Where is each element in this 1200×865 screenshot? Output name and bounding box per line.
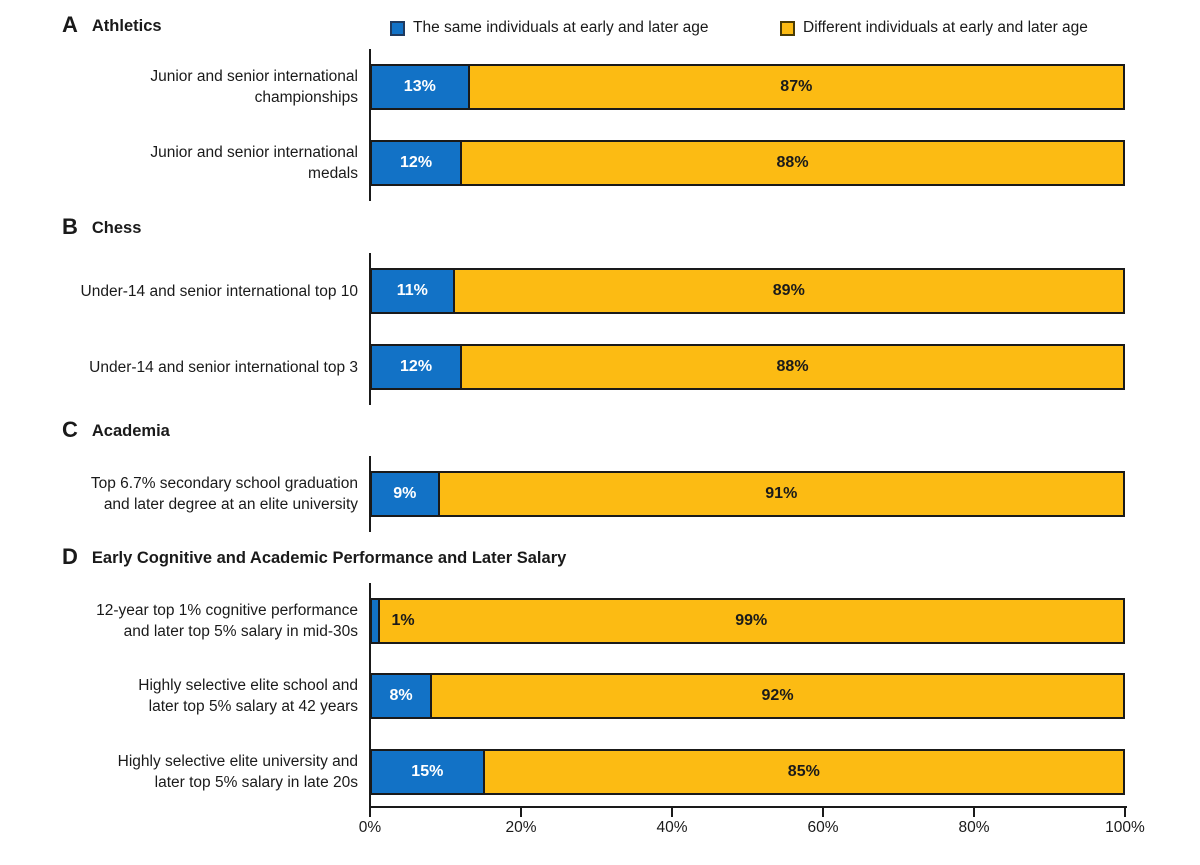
x-axis-tick — [369, 806, 371, 817]
x-axis-tick-label: 0% — [358, 819, 382, 836]
panel-title: Early Cognitive and Academic Performance… — [91, 549, 567, 567]
same-value-label: 9% — [393, 485, 417, 502]
different-value-label: 88% — [776, 358, 809, 375]
legend-swatch-same-icon — [390, 20, 405, 36]
different-segment: 88% — [462, 142, 1123, 184]
stacked-bar: 8% 92% — [370, 673, 1125, 719]
same-value-label: 1% — [391, 612, 415, 629]
different-segment: 85% — [484, 751, 1123, 793]
legend-item-same: The same individuals at early and later … — [390, 19, 709, 37]
different-value-label: 89% — [772, 282, 805, 299]
different-value-label: 92% — [761, 687, 794, 704]
different-value-label: 91% — [765, 485, 798, 502]
different-segment: 91% — [439, 473, 1123, 515]
same-value-label: 13% — [403, 78, 436, 95]
row-label: Junior and senior international medals — [150, 144, 358, 182]
section-header-chess: B Chess — [62, 214, 141, 240]
panel-letter: C — [62, 417, 78, 442]
same-segment: 12% — [372, 142, 463, 184]
stacked-bar: 13% 87% — [370, 64, 1125, 110]
section-header-athletics: A Athletics — [62, 12, 162, 38]
section-header-academia: C Academia — [62, 417, 170, 443]
same-segment: 11% — [372, 270, 455, 312]
row-label: Top 6.7% secondary school graduation and… — [90, 475, 358, 513]
x-axis-tick — [520, 806, 522, 817]
same-segment: 15% — [372, 751, 485, 793]
different-segment: 1% 99% — [379, 600, 1123, 642]
legend-label-same: The same individuals at early and later … — [413, 19, 709, 36]
same-segment: 13% — [372, 66, 470, 108]
legend-item-different: Different individuals at early and later… — [780, 19, 1088, 37]
section-header-salary: D Early Cognitive and Academic Performanc… — [62, 544, 566, 570]
same-value-label: 15% — [411, 763, 444, 780]
different-value-label: 99% — [735, 612, 768, 629]
x-axis-tick — [973, 806, 975, 817]
row-label: Highly selective elite university and la… — [117, 753, 358, 791]
row-label: Highly selective elite school and later … — [138, 677, 358, 715]
x-axis-tick-label: 60% — [807, 819, 839, 836]
stacked-bar: 1% 99% — [370, 598, 1125, 644]
stacked-bar: 12% 88% — [370, 344, 1125, 390]
same-segment: 9% — [372, 473, 440, 515]
stacked-bar: 9% 91% — [370, 471, 1125, 517]
stacked-bar: 15% 85% — [370, 749, 1125, 795]
stacked-bar: 12% 88% — [370, 140, 1125, 186]
row-label: Junior and senior international champion… — [150, 68, 358, 106]
different-value-label: 88% — [776, 154, 809, 171]
same-segment: 12% — [372, 346, 463, 388]
row-label: 12-year top 1% cognitive performance and… — [96, 602, 358, 640]
x-axis-tick — [671, 806, 673, 817]
same-segment: 8% — [372, 675, 433, 717]
panel-title: Chess — [91, 219, 142, 237]
x-axis-tick-label: 100% — [1105, 819, 1145, 836]
panel-title: Athletics — [91, 17, 162, 35]
x-axis-tick — [822, 806, 824, 817]
x-axis-tick-label: 40% — [656, 819, 688, 836]
same-value-label: 12% — [400, 154, 433, 171]
x-axis-tick-label: 80% — [958, 819, 990, 836]
x-axis-tick — [1124, 806, 1126, 817]
legend-swatch-different-icon — [780, 20, 795, 36]
different-segment: 92% — [432, 675, 1123, 717]
different-segment: 89% — [454, 270, 1123, 312]
row-label: Under-14 and senior international top 3 — [89, 358, 358, 376]
different-value-label: 87% — [780, 78, 813, 95]
legend-label-different: Different individuals at early and later… — [803, 19, 1088, 36]
different-segment: 88% — [462, 346, 1123, 388]
panel-letter: B — [62, 214, 78, 239]
x-axis-tick-label: 20% — [505, 819, 537, 836]
same-segment — [372, 600, 380, 642]
different-segment: 87% — [469, 66, 1123, 108]
row-label: Under-14 and senior international top 10 — [80, 282, 358, 300]
same-value-label: 12% — [400, 358, 433, 375]
panel-letter: A — [62, 12, 78, 37]
stacked-bar: 11% 89% — [370, 268, 1125, 314]
same-value-label: 8% — [389, 687, 413, 704]
panel-letter: D — [62, 544, 78, 569]
panel-title: Academia — [91, 422, 170, 440]
same-value-label: 11% — [396, 282, 428, 299]
different-value-label: 85% — [787, 763, 820, 780]
x-axis-line — [369, 806, 1127, 808]
